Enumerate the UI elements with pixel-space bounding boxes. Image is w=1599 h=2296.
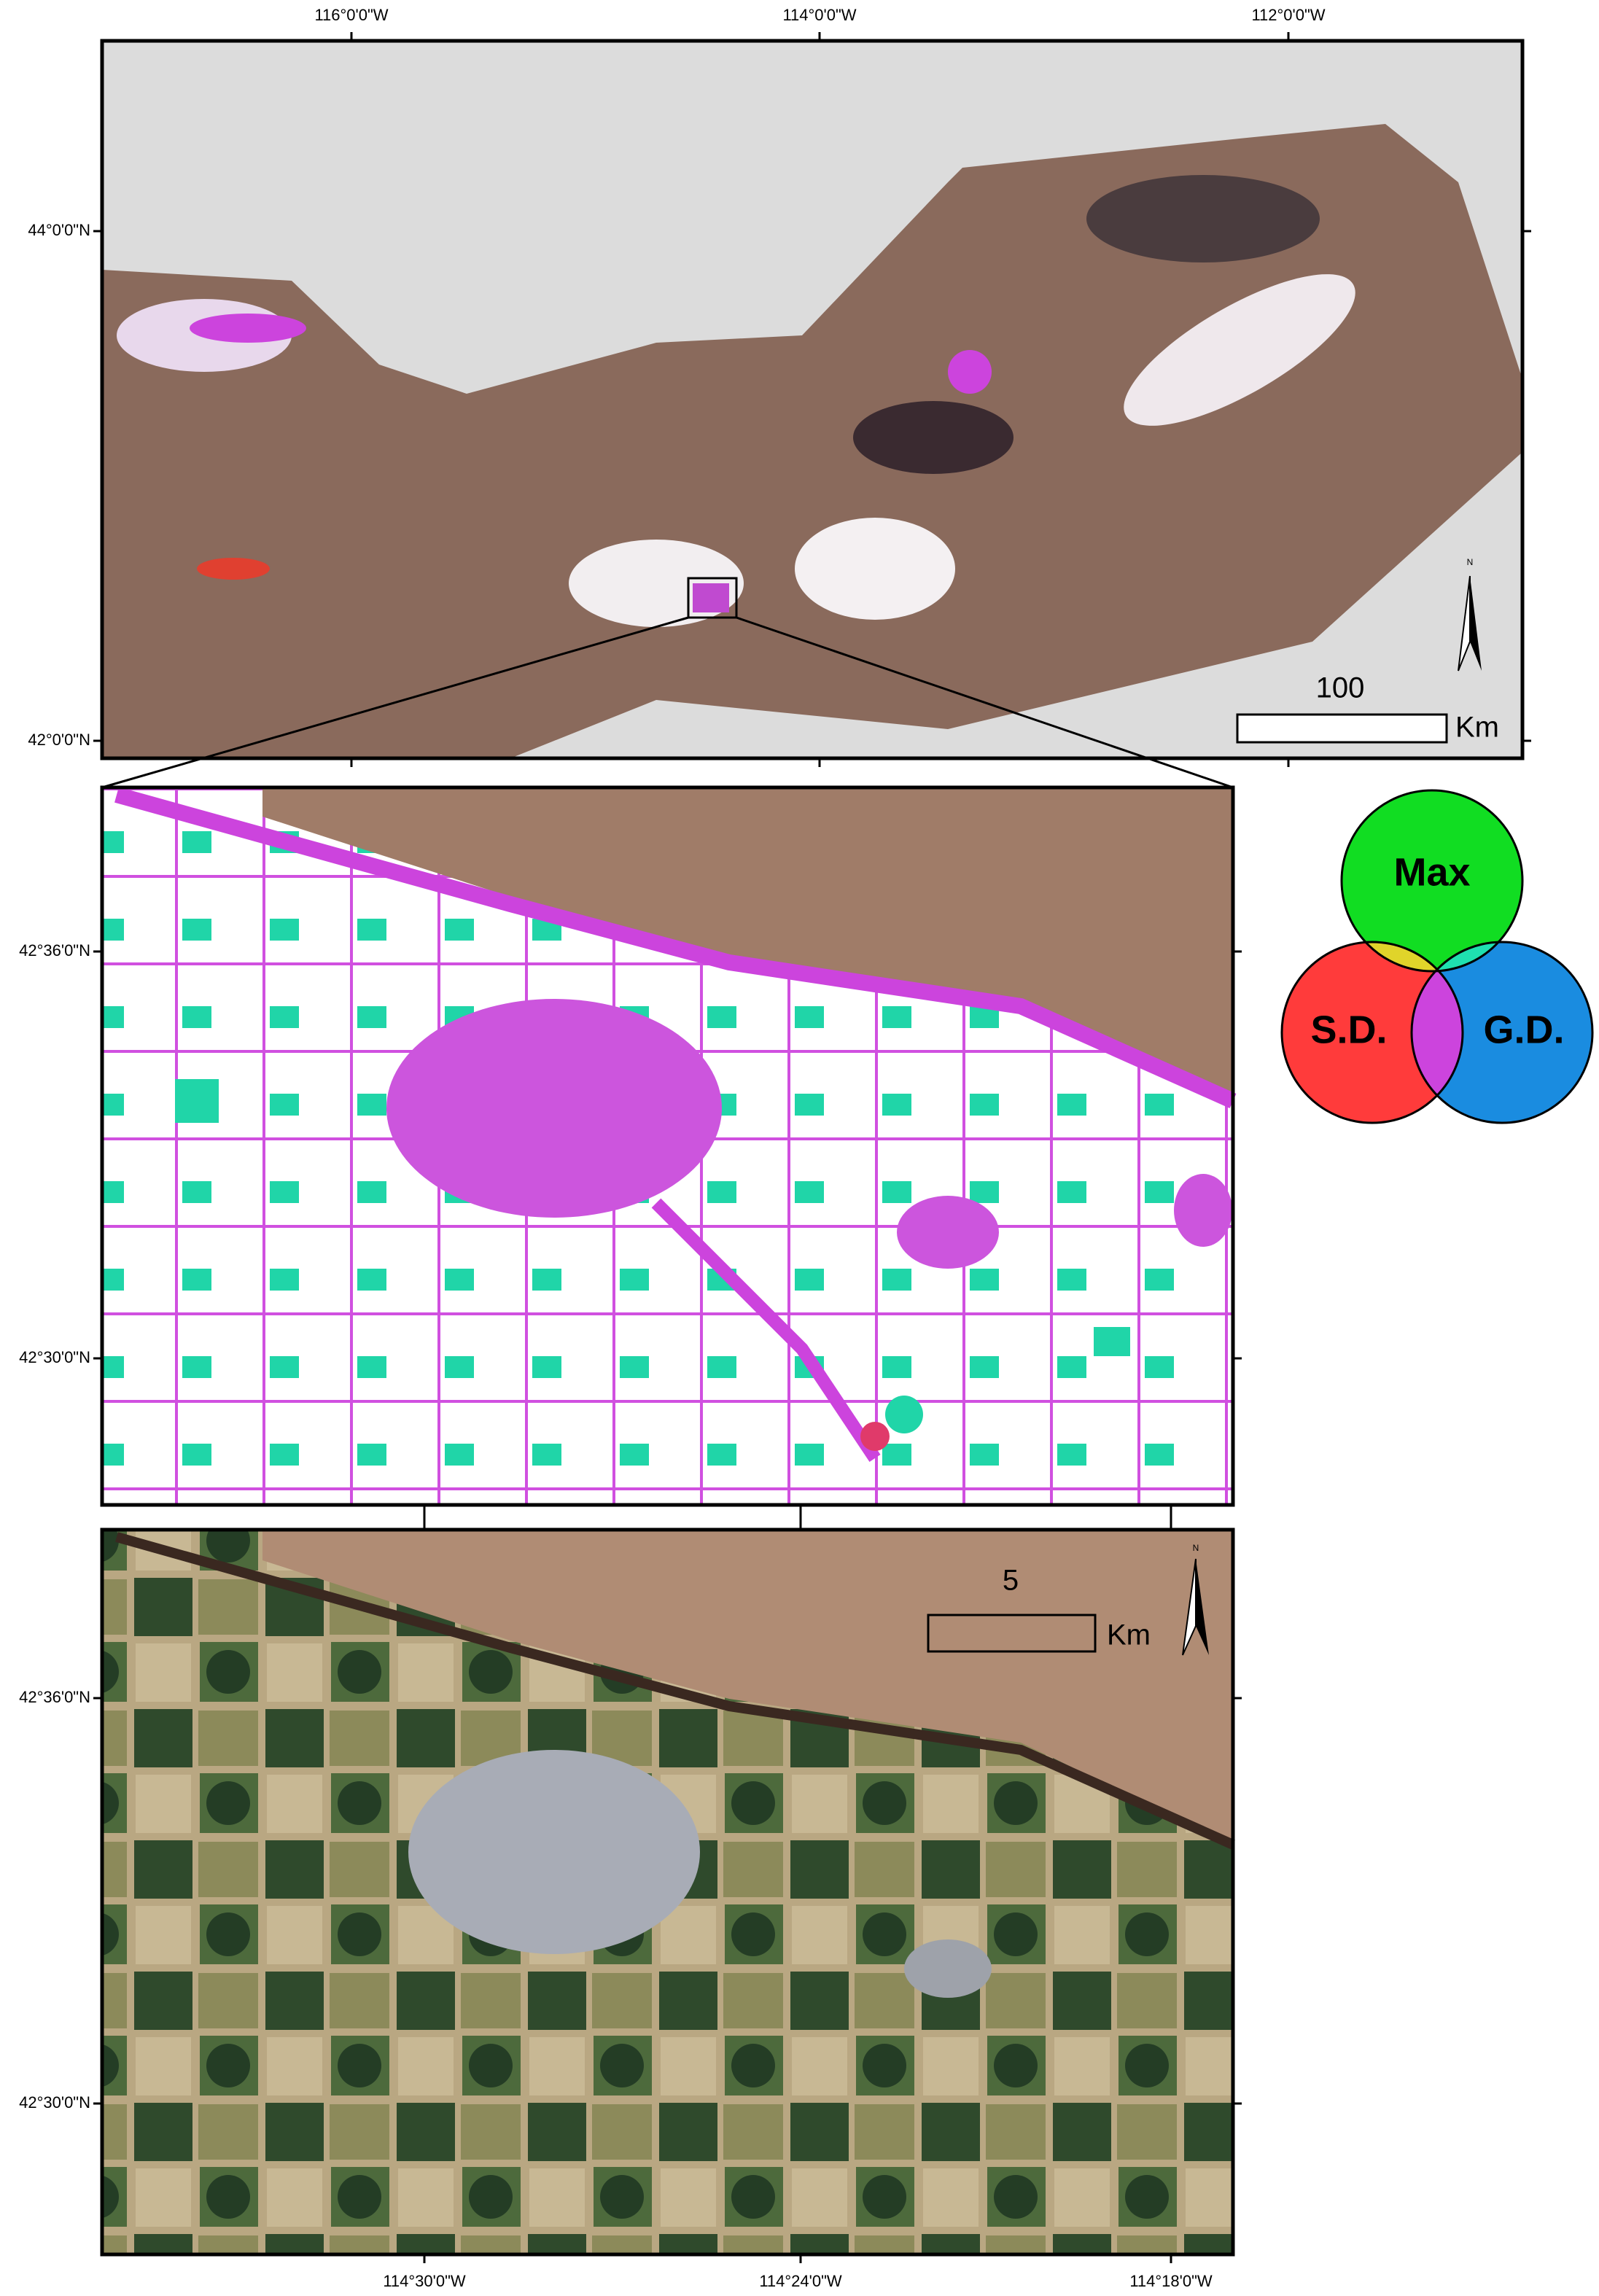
- latitude-label: 44°0'0"N: [28, 221, 90, 239]
- scale-distance: 5: [1003, 1565, 1019, 1597]
- legend-label: G.D.: [1483, 1008, 1564, 1051]
- legend-label: Max: [1393, 850, 1470, 894]
- overview-ticks: [93, 32, 1531, 767]
- scale-distance: 100: [1316, 672, 1365, 704]
- image-ticks: [93, 1697, 1242, 2263]
- longitude-label: 112°0'0"W: [1251, 6, 1325, 24]
- latitude-label: 42°0'0"N: [28, 731, 90, 749]
- longitude-label: 114°24'0"W: [759, 2272, 842, 2290]
- overview-frame: [100, 39, 1525, 760]
- inset-line: [101, 616, 689, 789]
- north-label: N: [1193, 1543, 1199, 1553]
- longitude-label: 114°30'0"W: [383, 2272, 466, 2290]
- satellite-imagery: [102, 1530, 1235, 2254]
- longitude-label: 114°18'0"W: [1129, 2272, 1213, 2290]
- north-label: N: [1467, 557, 1474, 567]
- longitude-label: 114°0'0"W: [782, 6, 856, 24]
- north-arrow: N: [1458, 557, 1482, 672]
- scale-unit: Km: [1455, 712, 1499, 744]
- classification-ticks: [93, 950, 1242, 1530]
- latitude-label: 42°30'0"N: [19, 1348, 90, 1366]
- legend: Max S.D. G.D.: [1280, 789, 1594, 1124]
- scale-unit: Km: [1107, 1619, 1151, 1651]
- legend-label: S.D.: [1310, 1008, 1387, 1051]
- inset-line: [736, 616, 1234, 789]
- latitude-label: 42°36'0"N: [19, 1688, 90, 1706]
- north-arrow: N: [1182, 1543, 1209, 1656]
- scale-bar: 5 Km: [927, 1565, 1151, 1653]
- image-frame: [100, 1528, 1235, 2257]
- classification-imagery: [102, 787, 1237, 1505]
- latitude-label: 42°30'0"N: [19, 2093, 90, 2112]
- scale-bar: 100 Km: [1236, 672, 1499, 744]
- overview-imagery: [102, 41, 1522, 758]
- classification-frame: [100, 785, 1235, 1507]
- inset-box: [687, 577, 738, 619]
- longitude-label: 116°0'0"W: [314, 6, 388, 24]
- latitude-label: 42°36'0"N: [19, 941, 90, 960]
